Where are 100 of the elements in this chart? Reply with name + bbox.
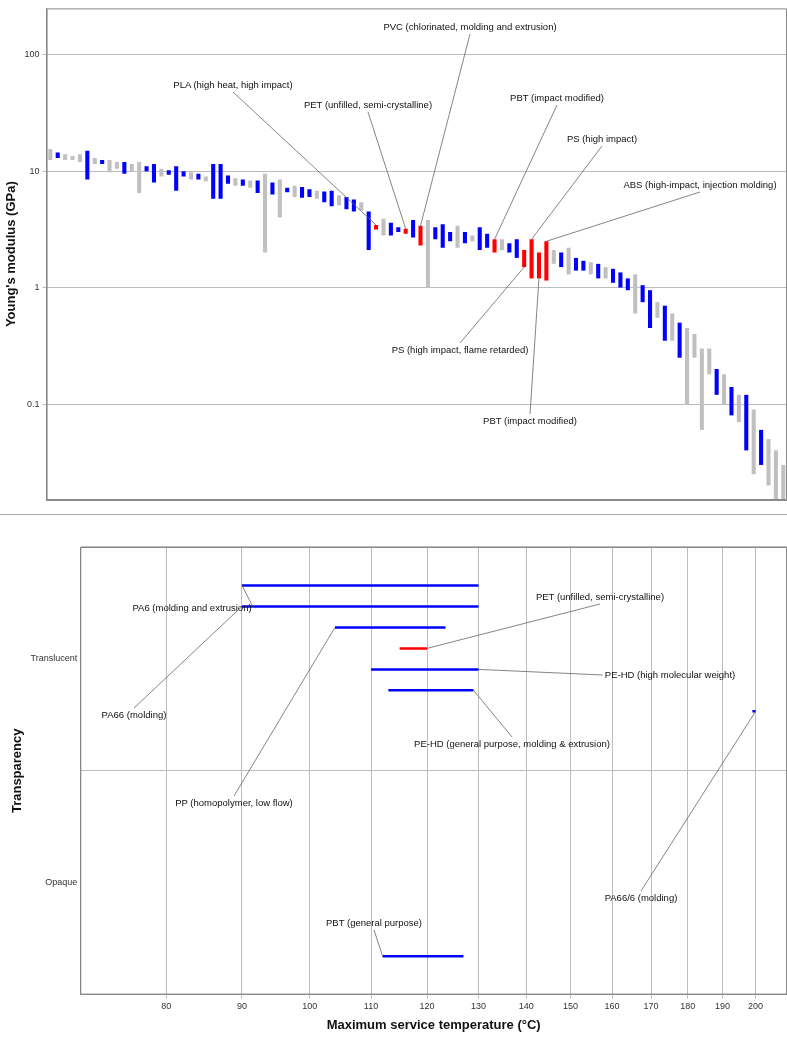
bar xyxy=(729,387,734,416)
bar xyxy=(374,225,379,230)
bar xyxy=(766,439,771,486)
bar xyxy=(448,232,453,242)
series-label: PA6 (molding and extrusion) xyxy=(132,601,252,613)
bar xyxy=(396,227,401,233)
bar xyxy=(596,263,601,279)
bar xyxy=(610,268,616,283)
annotation: PS (high impact, flame retarded) xyxy=(391,343,529,355)
y-tick-label: Opaque xyxy=(45,877,78,888)
bar xyxy=(551,250,556,264)
y-axis-title: Young's modulus (GPa) xyxy=(3,181,19,328)
bar xyxy=(588,262,593,275)
bar xyxy=(492,239,497,253)
y-tick-label: 0.1 xyxy=(27,398,40,409)
y-tick-label: 100 xyxy=(24,49,40,60)
bar xyxy=(48,149,53,160)
bar xyxy=(314,190,319,199)
bar xyxy=(277,179,282,218)
x-tick-label: 100 xyxy=(302,1001,318,1012)
x-tick-label: 80 xyxy=(161,1001,172,1012)
bar xyxy=(522,250,527,268)
bar xyxy=(292,185,297,198)
annotation: PBT (impact modified) xyxy=(510,91,604,103)
bar xyxy=(529,239,534,279)
bar xyxy=(144,166,149,172)
text: PP (homopolymer, low flow) xyxy=(175,796,293,808)
bar xyxy=(411,220,416,238)
bar xyxy=(647,290,653,328)
x-tick-label: 170 xyxy=(643,1001,659,1012)
bar xyxy=(63,154,68,160)
x-axis-title: Maximum service temperature (°C) xyxy=(326,1016,541,1032)
bar xyxy=(92,157,97,165)
bar xyxy=(573,257,579,271)
bar xyxy=(544,241,549,281)
bar xyxy=(507,243,512,253)
bar xyxy=(440,224,445,248)
bar xyxy=(307,189,312,198)
annotation: PLA (high heat, high impact) xyxy=(173,78,293,90)
bar xyxy=(211,164,216,199)
x-tick-label: 180 xyxy=(680,1001,696,1012)
text: PBT (general purpose) xyxy=(326,916,422,928)
bar xyxy=(337,195,342,206)
x-tick-label: 190 xyxy=(715,1001,731,1012)
bar xyxy=(751,409,756,475)
bar xyxy=(640,285,645,303)
text: PET (unfilled, semi-crystalline) xyxy=(535,590,665,602)
bar xyxy=(174,166,179,191)
bar xyxy=(344,197,349,210)
bar xyxy=(262,173,268,253)
bar xyxy=(248,180,253,188)
bar xyxy=(240,179,245,186)
text: PE-HD (high molecular weight) xyxy=(604,668,736,680)
annotation: ABS (high-impact, injection molding) xyxy=(623,178,777,190)
bar xyxy=(166,170,171,175)
y-axis-title: Transparency xyxy=(9,727,25,814)
bar xyxy=(114,161,119,169)
bar xyxy=(366,211,371,251)
bar xyxy=(388,222,393,236)
bar xyxy=(677,322,682,358)
x-tick-label: 160 xyxy=(604,1001,620,1012)
bar xyxy=(514,239,519,258)
bar xyxy=(455,225,460,248)
bar xyxy=(233,178,238,186)
bar xyxy=(329,190,334,207)
bar xyxy=(225,175,231,184)
bar xyxy=(359,202,364,211)
bar xyxy=(55,152,60,158)
bar xyxy=(270,182,275,195)
bar xyxy=(181,171,186,177)
bar xyxy=(692,333,697,358)
bar xyxy=(403,228,408,234)
bar xyxy=(781,464,786,500)
bar xyxy=(707,348,712,375)
annotation: PS (high impact) xyxy=(566,132,638,144)
bar xyxy=(77,154,82,162)
bar xyxy=(151,164,157,183)
bar xyxy=(322,191,327,203)
x-tick-label: 150 xyxy=(563,1001,579,1012)
bar xyxy=(100,159,105,165)
bar xyxy=(670,313,675,341)
bar xyxy=(433,227,438,240)
bar xyxy=(462,232,467,244)
bar xyxy=(536,252,542,279)
x-tick-label: 110 xyxy=(363,1001,379,1012)
annotation: PVC (chlorinated, molding and extrusion) xyxy=(383,20,557,32)
bar xyxy=(122,161,127,174)
text: PE-HD (general purpose, molding & extrusion) xyxy=(414,737,610,749)
bar xyxy=(714,369,719,395)
x-tick-label: 130 xyxy=(470,1001,487,1012)
annotation: PBT (impact modified) xyxy=(483,414,577,426)
bar xyxy=(218,164,223,199)
bar xyxy=(418,225,423,246)
bar xyxy=(85,150,90,180)
x-tick-label: 200 xyxy=(748,1001,764,1012)
bar xyxy=(566,247,571,275)
bar xyxy=(477,227,482,251)
bar xyxy=(744,394,749,451)
y-tick-label: 10 xyxy=(29,165,40,176)
bar xyxy=(662,305,667,341)
